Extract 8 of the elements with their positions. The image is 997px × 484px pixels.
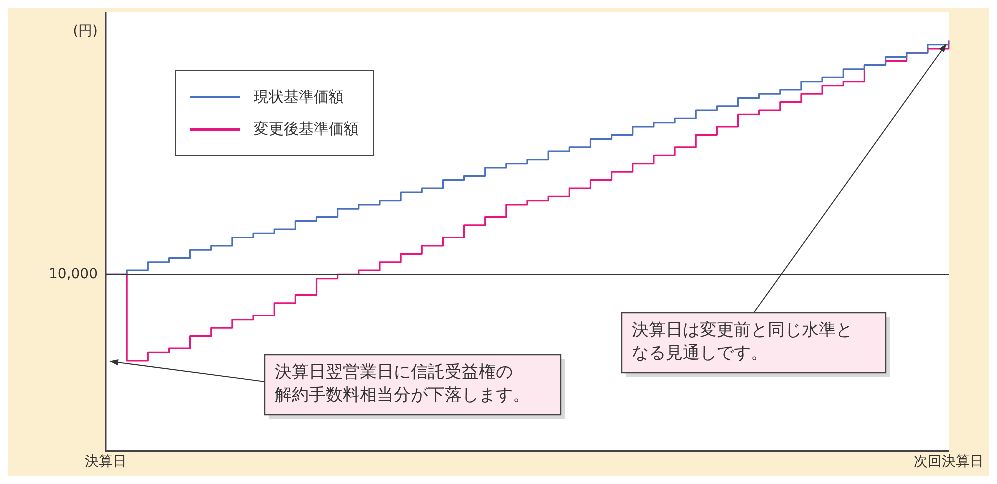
annotation: 決算日翌営業日に信託受益権の解約手数料相当分が下落します。 xyxy=(275,362,530,406)
x-tick-label: 決算日 xyxy=(85,454,127,470)
legend-label: 現状基準価額 xyxy=(254,88,344,106)
annotation: 決算日は変更前と同じ水準となる見通しです。 xyxy=(632,320,853,364)
x-tick-label: 次回決算日 xyxy=(914,454,984,470)
legend-label: 変更後基準価額 xyxy=(254,120,359,138)
y-axis-title: (円) xyxy=(73,24,98,40)
text: 10,000 xyxy=(49,266,98,282)
